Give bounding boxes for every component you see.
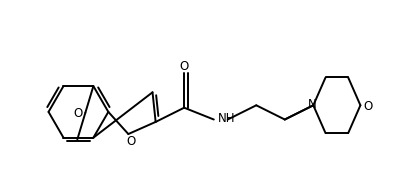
Text: O: O [364, 100, 373, 113]
Text: NH: NH [218, 112, 235, 125]
Text: O: O [180, 59, 189, 73]
Text: O: O [127, 136, 136, 148]
Text: N: N [308, 98, 317, 111]
Text: O: O [74, 107, 83, 120]
